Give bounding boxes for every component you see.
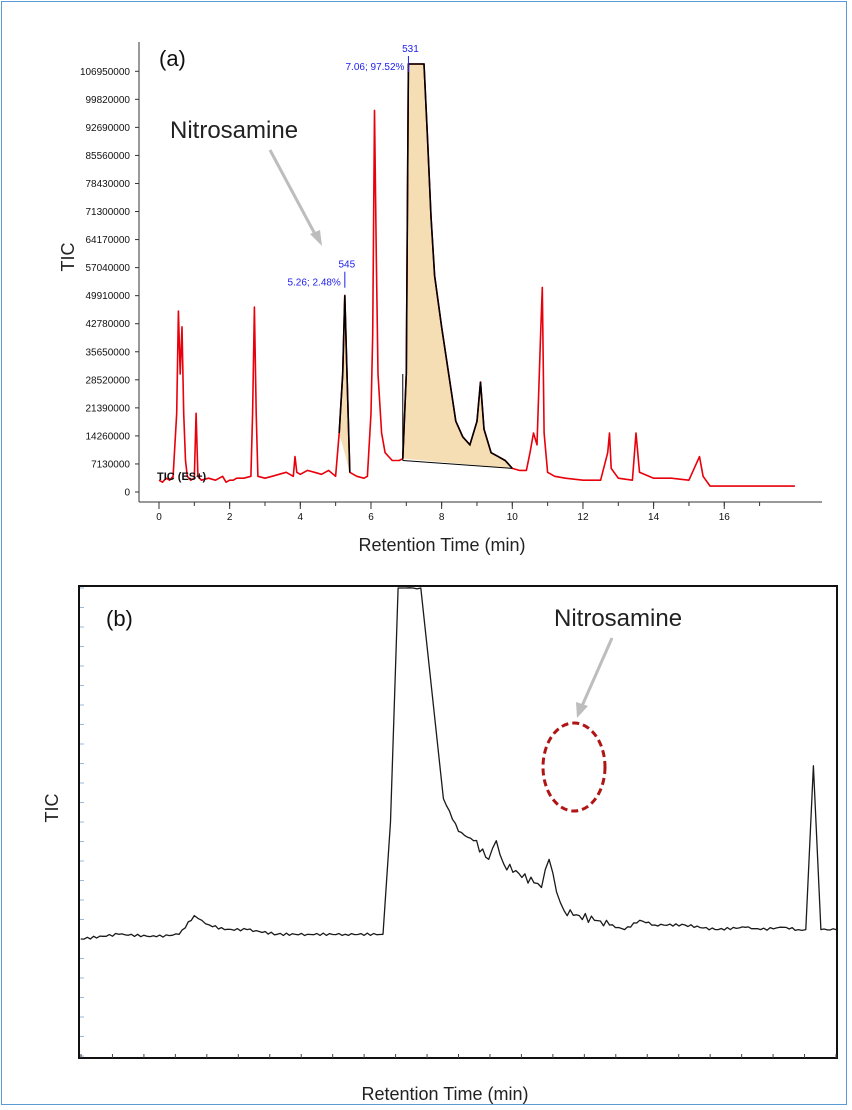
panel-label-a: (a) — [159, 46, 186, 71]
y-tick-label: 49910000 — [86, 291, 131, 302]
x-tick-label: 8 — [439, 512, 445, 523]
plot-border-b — [78, 585, 838, 1059]
series-line-tic-b — [80, 587, 837, 940]
axis-ticks-b — [80, 587, 837, 1058]
y-tick-label: 28520000 — [86, 375, 131, 386]
nitrosamine-annotation-a: Nitrosamine — [170, 117, 298, 144]
x-tick-label: 4 — [298, 512, 304, 523]
y-tick-label: 57040000 — [86, 263, 131, 274]
peak-label-id: 531 — [402, 44, 419, 55]
nitrosamine-annotation-b: Nitrosamine — [554, 605, 682, 632]
peak-label-rt-area: 7.06; 97.52% — [345, 62, 404, 73]
integrated-area-nitrosamine-peak — [339, 295, 350, 473]
integrated-trace-main — [402, 63, 513, 469]
x-axis-title-a: Retention Time (min) — [358, 535, 525, 555]
chart-b: (b) Nitrosamine TIC Retention Time (min) — [42, 585, 838, 1104]
x-tick-label: 16 — [719, 512, 731, 523]
y-tick-label: 78430000 — [86, 179, 131, 190]
peak-label-rt-area: 5.26; 2.48% — [287, 278, 340, 289]
peak-label-id: 545 — [338, 260, 355, 271]
trace-label: TIC (ES+) — [157, 471, 207, 483]
y-tick-label: 35650000 — [86, 347, 131, 358]
x-tick-label: 14 — [648, 512, 660, 523]
plot-area-a: 0 7130000 14260000 21390000 28520000 35650000… — [80, 42, 822, 523]
y-tick-label: 71300000 — [86, 207, 131, 218]
annotation-arrow-a — [268, 149, 322, 246]
y-tick-label: 0 — [124, 488, 130, 499]
y-axis-title-b: TIC — [42, 794, 62, 823]
x-axis-title-b: Retention Time (min) — [361, 1084, 528, 1104]
y-axis-title-a: TIC — [58, 243, 78, 272]
y-tick-label: 7130000 — [91, 459, 130, 470]
integrated-area-main-peak — [402, 64, 513, 469]
y-tick-label: 21390000 — [86, 403, 131, 414]
y-tick-label: 99820000 — [86, 95, 131, 106]
integration-baseline-main — [402, 460, 513, 469]
panel-label-b: (b) — [106, 606, 133, 631]
x-tick-label: 6 — [368, 512, 374, 523]
x-tick-label: 2 — [227, 512, 233, 523]
integrated-trace-nitrosamine — [338, 295, 351, 473]
y-tick-label: 42780000 — [86, 319, 131, 330]
nitrosamine-highlight-circle — [541, 721, 607, 813]
y-tick-label: 92690000 — [86, 123, 131, 134]
y-tick-label: 14260000 — [86, 431, 131, 442]
series-line-tic — [158, 63, 795, 487]
chart-a: 0 7130000 14260000 21390000 28520000 35650000… — [58, 42, 822, 555]
y-tick-label: 106950000 — [80, 67, 130, 78]
x-tick-label: 0 — [156, 512, 162, 523]
x-tick-label: 12 — [577, 512, 589, 523]
y-tick-label: 85560000 — [86, 151, 131, 162]
x-tick-label: 10 — [507, 512, 519, 523]
y-tick-label: 64170000 — [86, 235, 131, 246]
annotation-arrow-b — [576, 637, 614, 718]
